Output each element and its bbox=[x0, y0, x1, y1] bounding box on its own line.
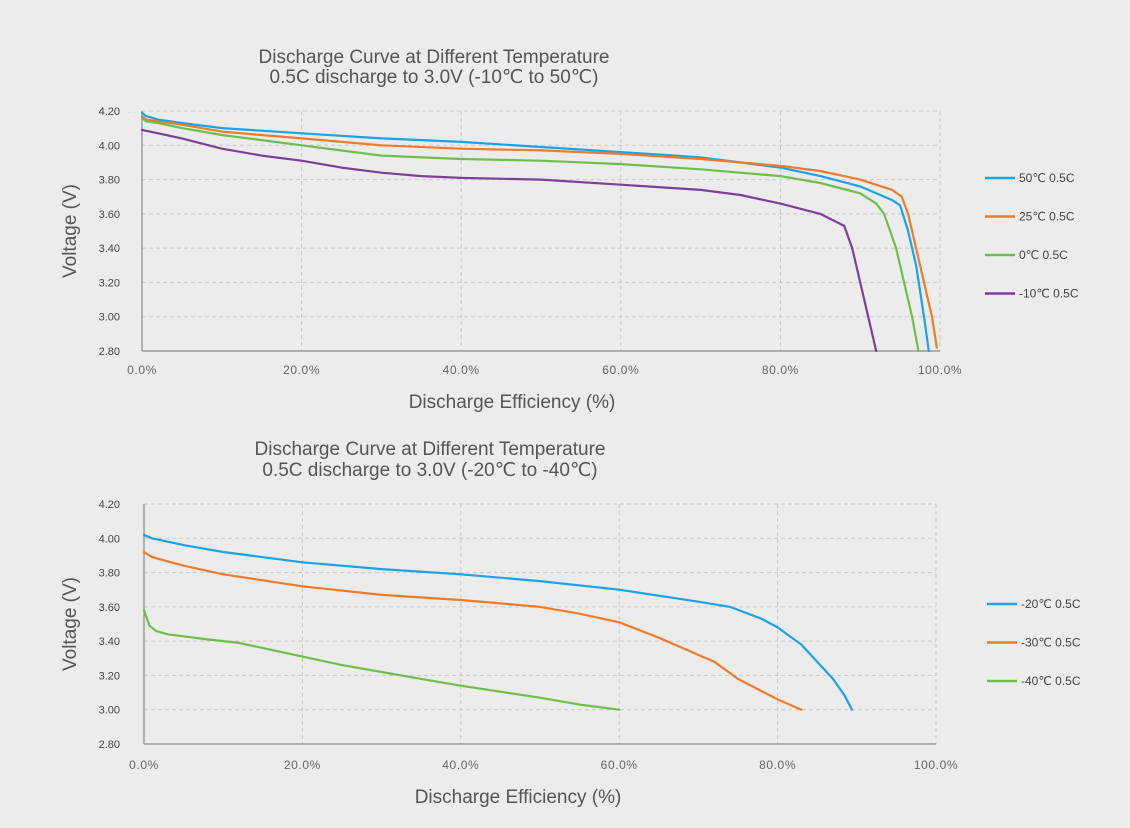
chart-title: Discharge Curve at Different Temperature bbox=[259, 47, 610, 68]
y-tick-label: 2.80 bbox=[99, 739, 120, 751]
y-tick-label: 3.20 bbox=[99, 670, 120, 682]
y-tick-label: 3.80 bbox=[99, 175, 120, 187]
x-tick-label: 80.0% bbox=[762, 363, 799, 377]
y-axis-title: Voltage (V) bbox=[60, 184, 81, 278]
series-lines bbox=[142, 533, 854, 711]
x-tick-label: 20.0% bbox=[284, 758, 321, 772]
legend-label: -20℃ 0.5C bbox=[1021, 597, 1081, 611]
chart-bottom: Discharge Curve at Different Temperature… bbox=[60, 439, 1081, 808]
x-tick-label: 100.0% bbox=[914, 758, 958, 772]
x-tick-label: 40.0% bbox=[442, 758, 479, 772]
legend-label: 0℃ 0.5C bbox=[1019, 248, 1068, 262]
y-tick-label: 4.00 bbox=[99, 140, 120, 152]
y-tick-label: 2.80 bbox=[99, 346, 120, 358]
y-tick-label: 4.20 bbox=[99, 499, 120, 511]
y-tick-label: 3.60 bbox=[99, 602, 120, 614]
y-tick-label: 3.20 bbox=[99, 277, 120, 289]
y-tick-label: 3.00 bbox=[99, 705, 120, 717]
chart-subtitle: 0.5C discharge to 3.0V (-20℃ to -40℃) bbox=[262, 460, 597, 481]
y-tick-label: 3.00 bbox=[99, 312, 120, 324]
y-tick-label: 3.40 bbox=[99, 243, 120, 255]
chart-top: Discharge Curve at Different Temperature… bbox=[60, 47, 1079, 413]
series-line-1 bbox=[140, 115, 938, 349]
legend-label: -30℃ 0.5C bbox=[1021, 636, 1081, 650]
x-tick-label: 0.0% bbox=[127, 363, 157, 377]
x-tick-label: 60.0% bbox=[601, 758, 638, 772]
x-tick-label: 80.0% bbox=[759, 758, 796, 772]
series-line-0 bbox=[142, 533, 854, 711]
series-line-1 bbox=[142, 550, 803, 711]
x-tick-label: 20.0% bbox=[283, 363, 320, 377]
chart-title: Discharge Curve at Different Temperature bbox=[255, 439, 606, 460]
x-tick-label: 60.0% bbox=[602, 363, 639, 377]
y-tick-label: 3.80 bbox=[99, 568, 120, 580]
series-line-0 bbox=[140, 111, 930, 353]
y-axis-title: Voltage (V) bbox=[60, 577, 81, 671]
x-tick-label: 100.0% bbox=[918, 363, 962, 377]
y-tick-label: 3.60 bbox=[99, 209, 120, 221]
x-axis-title: Discharge Efficiency (%) bbox=[415, 787, 622, 808]
series-line-2 bbox=[142, 609, 621, 711]
series-line-3 bbox=[140, 128, 878, 353]
x-tick-label: 40.0% bbox=[443, 363, 480, 377]
series-line-2 bbox=[140, 116, 920, 353]
legend-label: 25℃ 0.5C bbox=[1019, 210, 1075, 224]
y-tick-label: 4.20 bbox=[99, 106, 120, 118]
grid bbox=[143, 503, 937, 745]
y-tick-label: 4.00 bbox=[99, 533, 120, 545]
tick-labels: 4.20 4.00 3.80 3.60 3.40 3.20 3.00 2.80 0.0% 20.0… bbox=[99, 106, 962, 377]
legend-label: -10℃ 0.5C bbox=[1019, 287, 1079, 301]
tick-labels: 4.20 4.00 3.80 3.60 3.40 3.20 3.00 2.80 0.0% 20.0… bbox=[99, 499, 958, 772]
grid bbox=[141, 110, 941, 352]
series-lines bbox=[140, 111, 938, 353]
legend-label: 50℃ 0.5C bbox=[1019, 171, 1075, 185]
legend: -20℃ 0.5C -30℃ 0.5C -40℃ 0.5C bbox=[987, 597, 1081, 688]
x-axis-title: Discharge Efficiency (%) bbox=[409, 392, 616, 413]
legend-label: -40℃ 0.5C bbox=[1021, 674, 1081, 688]
y-tick-label: 3.40 bbox=[99, 636, 120, 648]
x-tick-label: 0.0% bbox=[129, 758, 159, 772]
chart-subtitle: 0.5C discharge to 3.0V (-10℃ to 50℃) bbox=[270, 67, 599, 88]
legend: 50℃ 0.5C 25℃ 0.5C 0℃ 0.5C -10℃ 0.5C bbox=[985, 171, 1079, 301]
